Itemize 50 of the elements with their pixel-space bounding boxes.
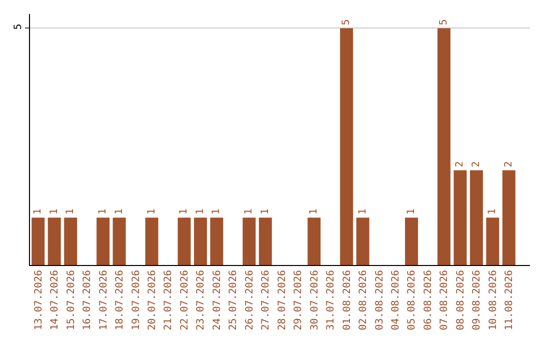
x-tick-label: 09.08.2026 xyxy=(472,270,483,330)
x-tick-label: 30.07.2026 xyxy=(309,270,320,330)
x-tick-label: 03.08.2026 xyxy=(374,270,386,330)
data-label: 1 xyxy=(487,208,498,215)
x-tick-label: 11.08.2026 xyxy=(504,270,516,330)
x-tick-label: 31.07.2026 xyxy=(326,270,337,330)
x-tick-label: 02.08.2026 xyxy=(358,270,370,330)
x-tick-label: 06.08.2026 xyxy=(422,270,434,330)
x-tick-label: 05.08.2026 xyxy=(406,270,418,330)
x-tick-label: 17.07.2026 xyxy=(98,270,110,330)
x-tick-label: 29.07.2026 xyxy=(293,270,304,330)
x-tick-label: 07.08.2026 xyxy=(439,270,450,330)
x-tick-label: 24.07.2026 xyxy=(212,270,223,330)
data-label: 1 xyxy=(146,208,158,215)
x-tick-label: 10.08.2026 xyxy=(488,270,499,330)
x-tick-label: 15.07.2026 xyxy=(66,270,77,330)
x-tick-label: 25.07.2026 xyxy=(228,270,240,330)
x-tick-label: 20.07.2026 xyxy=(147,270,158,330)
x-tick-label: 13.07.2026 xyxy=(33,270,44,330)
data-label: 1 xyxy=(406,208,417,215)
data-label: 1 xyxy=(308,208,320,215)
x-tick-label: 27.07.2026 xyxy=(260,270,272,330)
data-label: 1 xyxy=(48,208,60,215)
x-tick-label: 19.07.2026 xyxy=(130,270,142,330)
x-tick-label: 23.07.2026 xyxy=(196,270,207,330)
x-tick-label: 04.08.2026 xyxy=(390,270,402,330)
x-tick-label: 28.07.2026 xyxy=(276,270,288,330)
data-label: 1 xyxy=(244,208,255,215)
data-label: 1 xyxy=(32,208,44,215)
data-label: 1 xyxy=(114,208,125,215)
data-label: 1 xyxy=(98,208,109,215)
data-label: 1 xyxy=(194,208,206,215)
x-tick-label: 26.07.2026 xyxy=(244,270,256,330)
data-label: 5 xyxy=(438,19,450,26)
data-label: 1 xyxy=(260,208,271,215)
data-label: 2 xyxy=(503,161,514,168)
data-label: 2 xyxy=(470,161,482,168)
data-label: 1 xyxy=(65,208,76,215)
x-tick-label: 18.07.2026 xyxy=(114,270,126,330)
x-tick-label: 16.07.2026 xyxy=(82,270,94,330)
x-tick-label: 22.07.2026 xyxy=(179,270,190,330)
data-label: 1 xyxy=(357,208,368,215)
data-label: 5 xyxy=(341,19,352,26)
x-tick-label: 14.07.2026 xyxy=(50,270,61,330)
x-tick-label: 21.07.2026 xyxy=(163,270,174,330)
data-label: 1 xyxy=(211,208,222,215)
data-label: 2 xyxy=(454,161,466,168)
x-tick-label: 01.08.2026 xyxy=(342,270,353,330)
data-label: 1 xyxy=(178,208,190,215)
x-tick-label: 08.08.2026 xyxy=(455,270,466,330)
